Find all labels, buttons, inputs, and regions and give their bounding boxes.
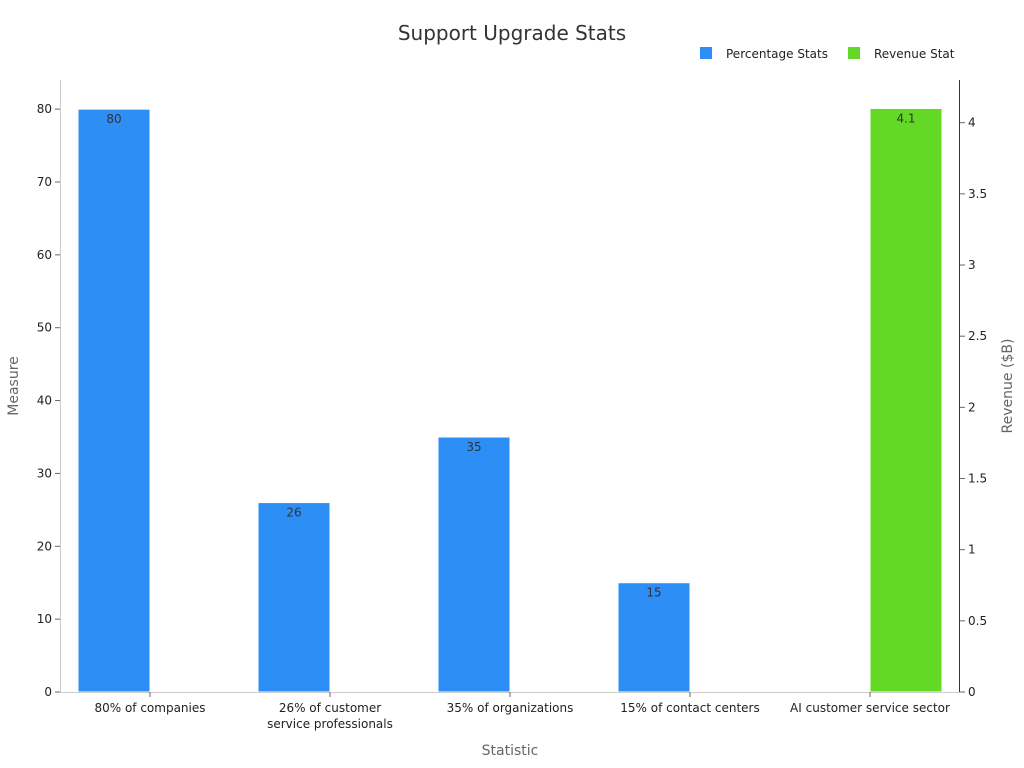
x-axis-title: Statistic xyxy=(482,743,539,759)
data-label-3: 15 xyxy=(646,586,661,600)
y-axis-left-ticks: 0 10 20 30 40 50 60 70 80 xyxy=(37,102,60,699)
legend-swatch-revenue xyxy=(848,47,860,59)
y2-tick-label: 0 xyxy=(968,685,976,699)
data-label-1: 26 xyxy=(286,506,301,520)
x-tick-label: 35% of organizations xyxy=(447,701,574,715)
y-tick-label: 70 xyxy=(37,175,52,189)
y-tick-label: 10 xyxy=(37,612,52,626)
y-tick-label: 80 xyxy=(37,102,52,116)
bar-percentage-2 xyxy=(437,436,511,693)
y-tick-label: 60 xyxy=(37,248,52,262)
y-tick-label: 50 xyxy=(37,321,52,335)
bars-layer xyxy=(77,107,943,693)
y2-tick-label: 2.5 xyxy=(968,329,987,343)
y2-tick-label: 1.5 xyxy=(968,472,987,486)
x-tick-label: 26% of customer service professionals xyxy=(267,701,393,731)
x-tick-label: 80% of companies xyxy=(94,701,205,715)
x-tick-label: 15% of contact centers xyxy=(620,701,759,715)
legend-swatch-percentage xyxy=(700,47,712,59)
y-tick-label: 30 xyxy=(37,466,52,480)
y2-tick-label: 3.5 xyxy=(968,187,987,201)
x-axis-ticks: 80% of companies 26% of customer service p… xyxy=(94,692,950,731)
y-axis-left-title: Measure xyxy=(6,356,22,416)
bar-percentage-0 xyxy=(77,108,151,693)
y-axis-right-title: Revenue ($B) xyxy=(1000,339,1016,434)
legend-label-percentage: Percentage Stats xyxy=(726,47,828,61)
y2-tick-label: 1 xyxy=(968,543,976,557)
bar-percentage-1 xyxy=(257,502,331,693)
y-axis-right-ticks: 0 0.5 1 1.5 2 2.5 3 3.5 4 xyxy=(960,116,987,699)
y2-tick-label: 4 xyxy=(968,116,976,130)
chart-title: Support Upgrade Stats xyxy=(398,21,626,45)
data-labels-layer: 80 26 35 15 4.1 xyxy=(106,111,915,599)
y-tick-label: 20 xyxy=(37,539,52,553)
data-label-4: 4.1 xyxy=(896,111,915,125)
bar-percentage-3 xyxy=(617,582,691,693)
bar-revenue-4 xyxy=(869,107,943,693)
legend-label-revenue: Revenue Stat xyxy=(874,47,955,61)
data-label-0: 80 xyxy=(106,112,121,126)
y2-tick-label: 2 xyxy=(968,400,976,414)
y-tick-label: 40 xyxy=(37,394,52,408)
legend: Percentage Stats Revenue Stat xyxy=(700,47,955,61)
y2-tick-label: 0.5 xyxy=(968,614,987,628)
data-label-2: 35 xyxy=(466,440,481,454)
y-tick-label: 0 xyxy=(44,685,52,699)
y2-tick-label: 3 xyxy=(968,258,976,272)
x-tick-label: AI customer service sector xyxy=(790,701,950,715)
